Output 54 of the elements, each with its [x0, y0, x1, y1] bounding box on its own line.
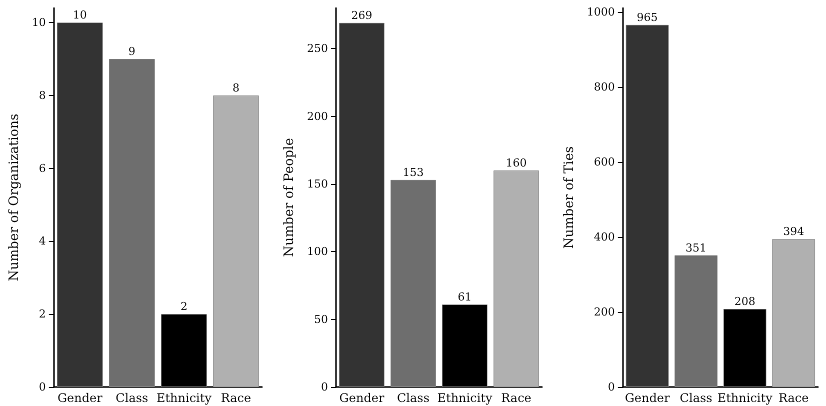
bar — [390, 180, 436, 387]
y-tick-label: 400 — [594, 230, 615, 244]
x-tick-label: Gender — [624, 391, 670, 405]
y-tick-label: 2 — [38, 308, 46, 321]
y-tick-label: 4 — [38, 234, 46, 248]
data-label: 208 — [734, 294, 756, 308]
data-label: 2 — [180, 300, 188, 314]
y-tick-label: 0 — [321, 380, 328, 394]
y-axis-title: Number of Organizations — [7, 114, 22, 282]
y-tick-label: 1000 — [586, 5, 615, 18]
x-tick-label: Race — [778, 391, 809, 405]
y-tick-label: 6 — [38, 162, 46, 175]
x-tick-label: Class — [397, 391, 430, 405]
data-label: 269 — [351, 8, 372, 22]
y-axis-title: Number of Ties — [562, 146, 577, 249]
data-label: 160 — [506, 156, 527, 170]
y-tick-label: 100 — [307, 245, 328, 258]
x-tick-label: Ethnicity — [156, 391, 212, 405]
y-tick-label: 250 — [307, 42, 328, 56]
y-tick-label: 10 — [32, 16, 46, 30]
bar — [57, 22, 103, 387]
data-label: 9 — [128, 45, 136, 58]
y-tick-label: 150 — [307, 177, 328, 190]
y-tick-label: 50 — [314, 312, 328, 326]
y-tick-label: 8 — [38, 88, 46, 102]
data-label: 394 — [783, 225, 804, 238]
bar — [213, 95, 259, 387]
y-tick-label: 0 — [38, 380, 46, 394]
bar — [626, 24, 669, 387]
x-tick-label: Gender — [57, 391, 103, 405]
y-axis-title: Number of People — [282, 138, 297, 258]
bar — [674, 255, 718, 387]
y-tick-label: 600 — [594, 155, 615, 168]
x-tick-label: Gender — [339, 391, 384, 405]
data-label: 61 — [458, 290, 472, 304]
x-tick-label: Class — [680, 391, 712, 405]
x-tick-label: Ethnicity — [717, 391, 773, 405]
data-label: 10 — [72, 8, 87, 22]
data-label: 351 — [686, 241, 707, 254]
x-tick-label: Ethnicity — [437, 391, 492, 405]
x-tick-label: Class — [116, 391, 148, 405]
data-label: 8 — [232, 81, 240, 94]
y-tick-label: 0 — [608, 380, 615, 394]
bar — [109, 59, 155, 387]
bar — [772, 239, 816, 387]
x-tick-label: Race — [220, 391, 252, 405]
y-tick-label: 200 — [594, 305, 615, 318]
y-tick-label: 200 — [307, 110, 328, 123]
data-label: 965 — [636, 10, 658, 24]
y-tick-label: 800 — [594, 80, 615, 94]
bar — [339, 22, 384, 387]
x-tick-label: Race — [501, 391, 532, 405]
data-label: 153 — [402, 166, 424, 179]
bar — [494, 170, 539, 387]
